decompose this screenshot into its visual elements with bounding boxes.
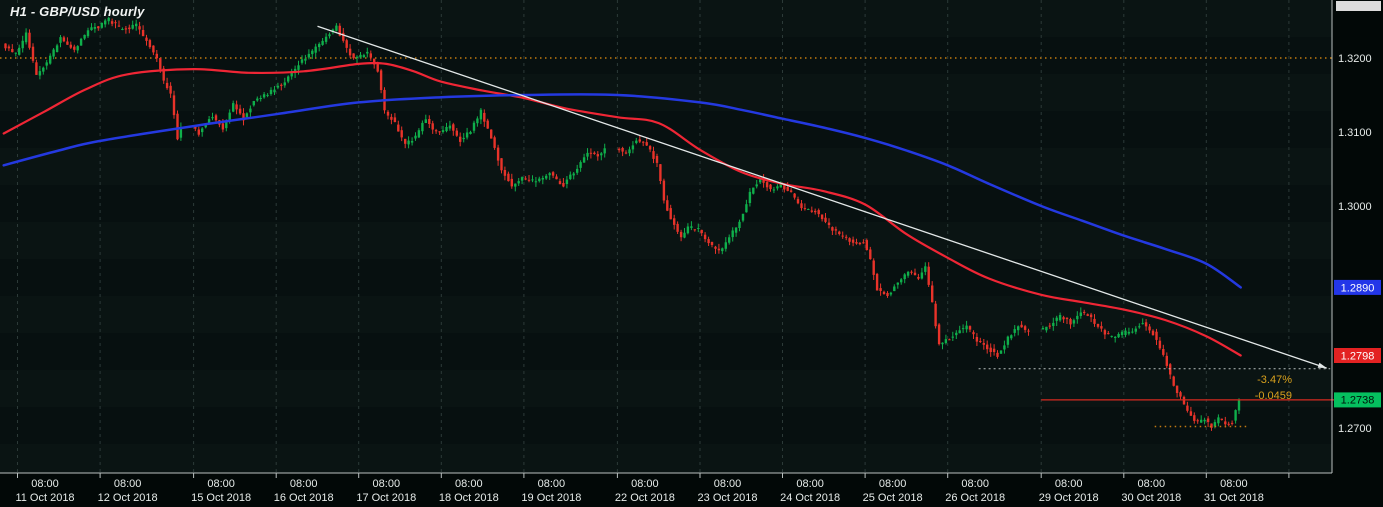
time-axis-date-label: 18 Oct 2018: [439, 492, 499, 504]
price-badge-label: 1.2738: [1341, 395, 1375, 407]
time-axis-hour-label: 08:00: [207, 478, 235, 490]
price-axis-tick-label: 1.3000: [1338, 201, 1372, 213]
measurement-tool[interactable]: -3.47% -0.0459: [978, 368, 1331, 402]
time-axis-date-label: 22 Oct 2018: [615, 492, 675, 504]
price-axis-tick-label: 1.2700: [1338, 423, 1372, 435]
time-axis-date-label: 24 Oct 2018: [780, 492, 840, 504]
time-axis-hour-label: 08:00: [31, 478, 59, 490]
price-badge: [1334, 392, 1381, 408]
ma_slow-line: [2, 93, 1242, 289]
measurement-value-label: -0.0459: [1255, 390, 1292, 402]
time-axis-hour-label: 08:00: [879, 478, 907, 490]
trendline[interactable]: [317, 25, 1327, 369]
time-axis-hour-label: 08:00: [455, 478, 483, 490]
measurement-percent-label: -3.47%: [1257, 374, 1292, 386]
price-badge: [1334, 348, 1381, 363]
price-badge-label: 1.2890: [1341, 282, 1375, 294]
time-axis-date-label: 29 Oct 2018: [1039, 492, 1099, 504]
time-axis-date-label: 11 Oct 2018: [15, 492, 74, 504]
time-axis-hour-label: 08:00: [796, 478, 824, 490]
price-badge: [1334, 279, 1381, 295]
time-axis-date-label: 15 Oct 2018: [191, 492, 251, 504]
time-axis-date-label: 17 Oct 2018: [356, 492, 416, 504]
ma_fast-line: [2, 61, 1242, 357]
time-axis-date-label: 25 Oct 2018: [863, 492, 923, 504]
time-axis-hour-label: 08:00: [1220, 478, 1248, 490]
price-badge-label: 1.2798: [1341, 350, 1375, 362]
time-axis-hour-label: 08:00: [1138, 478, 1166, 490]
time-axis[interactable]: 08:00 11 Oct 2018 08:00 12 Oct 2018 08:00 15 …: [15, 473, 1290, 504]
trendline-arrowhead: [1317, 362, 1327, 369]
time-axis-hour-label: 08:00: [1055, 478, 1083, 490]
time-axis-date-label: 26 Oct 2018: [945, 492, 1005, 504]
candles: [4, 16, 1241, 431]
plot-border: [0, 0, 1333, 474]
time-axis-hour-label: 08:00: [714, 478, 742, 490]
time-axis-date-label: 16 Oct 2018: [274, 492, 334, 504]
chart-title: H1 - GBP/USD hourly: [10, 4, 145, 19]
time-axis-date-label: 23 Oct 2018: [698, 492, 758, 504]
axis-corner-box[interactable]: [1336, 1, 1381, 11]
time-axis-hour-label: 08:00: [538, 478, 566, 490]
price-axis-tick-label: 1.3100: [1338, 127, 1372, 139]
time-axis-date-label: 19 Oct 2018: [521, 492, 581, 504]
day-gridlines: [17, 0, 1290, 473]
time-axis-hour-label: 08:00: [290, 478, 318, 490]
time-axis-hour-label: 08:00: [373, 478, 401, 490]
time-axis-hour-label: 08:00: [961, 478, 989, 490]
time-axis-date-label: 30 Oct 2018: [1121, 492, 1181, 504]
time-axis-date-label: 31 Oct 2018: [1204, 492, 1264, 504]
time-axis-hour-label: 08:00: [114, 478, 142, 490]
time-axis-date-label: 12 Oct 2018: [98, 492, 158, 504]
time-axis-hour-label: 08:00: [631, 478, 659, 490]
price-axis[interactable]: 1.3200 1.3100 1.3000 1.2700 1.2890 1.2798 1.27…: [1334, 1, 1381, 435]
price-axis-tick-label: 1.3200: [1338, 53, 1372, 65]
